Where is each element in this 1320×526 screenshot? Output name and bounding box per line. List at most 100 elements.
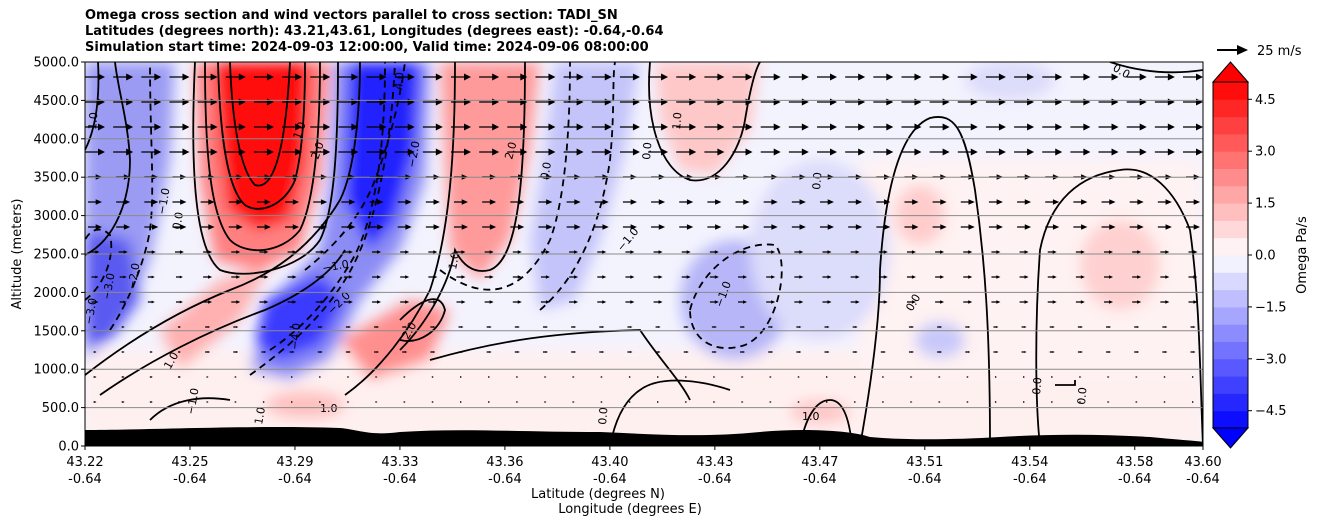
wind-vector [1075, 275, 1085, 279]
wind-vector [538, 224, 553, 230]
wind-vector [141, 73, 162, 81]
wind-vector [794, 275, 804, 279]
wind-vector [231, 275, 241, 279]
wind-vector [510, 224, 525, 230]
y-tick-label: 3000.0 [34, 209, 80, 224]
contour-label: 1.0 [86, 112, 100, 131]
wind-vector [514, 326, 520, 328]
contour-label: −4.0 [288, 323, 303, 351]
wind-vector [685, 401, 688, 403]
wind-vector [619, 148, 640, 156]
wind-vector [1019, 250, 1029, 254]
wind-vector [1129, 199, 1144, 205]
wind-vector [507, 148, 528, 156]
wind-vector [966, 376, 969, 378]
wind-vector [400, 250, 410, 254]
omega-fill-red-lower [340, 300, 450, 380]
wind-vector [372, 275, 382, 279]
x-tick-label-lat: 43.51 [906, 455, 943, 470]
x-axis-label-line-2: Longitude (degrees E) [558, 502, 702, 517]
wind-vector [563, 73, 584, 81]
wind-vector [882, 376, 885, 378]
wind-vector [488, 376, 491, 378]
wind-vector [738, 275, 748, 279]
wind-vector [372, 250, 382, 254]
wind-vector [343, 275, 353, 279]
wind-vector [1154, 73, 1175, 81]
wind-vector [627, 351, 633, 353]
x-tick-label-lat: 43.33 [381, 455, 418, 470]
x-tick-label-lon: -0.64 [803, 472, 837, 487]
wind-vector [788, 148, 809, 156]
wind-vector [653, 250, 663, 254]
wind-vector [1126, 148, 1147, 156]
wind-vector [653, 300, 663, 304]
x-tick-label-lon: -0.64 [173, 472, 207, 487]
wind-vector [319, 376, 322, 378]
wind-vector [341, 224, 356, 230]
contour-low-4 [149, 397, 231, 421]
contour-red-4 [192, 62, 339, 275]
wind-vector [291, 376, 294, 378]
wind-vector [566, 224, 581, 230]
wind-vector [1070, 148, 1091, 156]
wind-vector [965, 351, 971, 353]
wind-vector [203, 250, 213, 254]
wind-vector [282, 73, 303, 81]
wind-vector [1126, 123, 1147, 131]
wind-vector [679, 199, 694, 205]
colorbar-level [1213, 237, 1248, 256]
wind-vector [253, 73, 274, 81]
wind-vector [88, 199, 102, 205]
wind-vector [175, 275, 183, 279]
x-tick-label-lon: -0.64 [593, 472, 627, 487]
wind-vector [177, 376, 181, 378]
wind-vector [345, 351, 351, 353]
contour-right-zero-2 [1035, 168, 1203, 446]
colorbar-level [1213, 82, 1248, 100]
y-axis-ticks: 0.0 500.0 1000.0 1500.0 2000.0 2500.0 3000.0 35… [34, 56, 85, 455]
wind-vector [479, 73, 500, 81]
wind-vector [169, 73, 190, 81]
wind-vector [600, 376, 603, 378]
wind-vector [169, 123, 190, 131]
x-tick-label-lon: -0.64 [383, 472, 417, 487]
wind-vector [1079, 401, 1082, 403]
wind-vector [794, 300, 804, 304]
wind-vector [317, 351, 323, 353]
wind-vector [1157, 199, 1172, 205]
wind-vector [763, 224, 778, 230]
wind-vector [1098, 123, 1119, 131]
wind-vector [1098, 148, 1119, 156]
wind-vector [345, 326, 351, 328]
x-tick-label-lat: 43.58 [1116, 455, 1153, 470]
wind-vector [366, 73, 387, 81]
wind-vector [679, 224, 694, 230]
wind-vector [850, 250, 860, 254]
colorbar-level [1213, 410, 1248, 429]
contour-label: −1.0 [321, 258, 350, 275]
wind-vector [203, 275, 213, 279]
wind-vector [628, 376, 631, 378]
wind-vector [599, 351, 605, 353]
wind-vector [1047, 250, 1057, 254]
wind-vector [657, 376, 660, 378]
wind-vector [991, 250, 1001, 254]
contour-mid-4 [439, 62, 571, 291]
wind-vector [845, 123, 866, 131]
x-tick-label-lat: 43.43 [696, 455, 733, 470]
wind-vector [1134, 326, 1140, 328]
wind-vector [1098, 73, 1119, 81]
wind-vector [852, 326, 858, 328]
wind-vector [451, 123, 471, 131]
wind-vector [1188, 300, 1198, 304]
wind-vector [1101, 199, 1116, 205]
wind-vector [172, 199, 187, 205]
wind-vector [147, 275, 155, 279]
wind-vector [622, 224, 637, 230]
x-tick-label-lon: -0.64 [698, 472, 732, 487]
wind-vector [676, 73, 697, 81]
wind-vector [906, 275, 916, 279]
wind-vector [563, 123, 584, 131]
wind-vector [932, 224, 947, 230]
